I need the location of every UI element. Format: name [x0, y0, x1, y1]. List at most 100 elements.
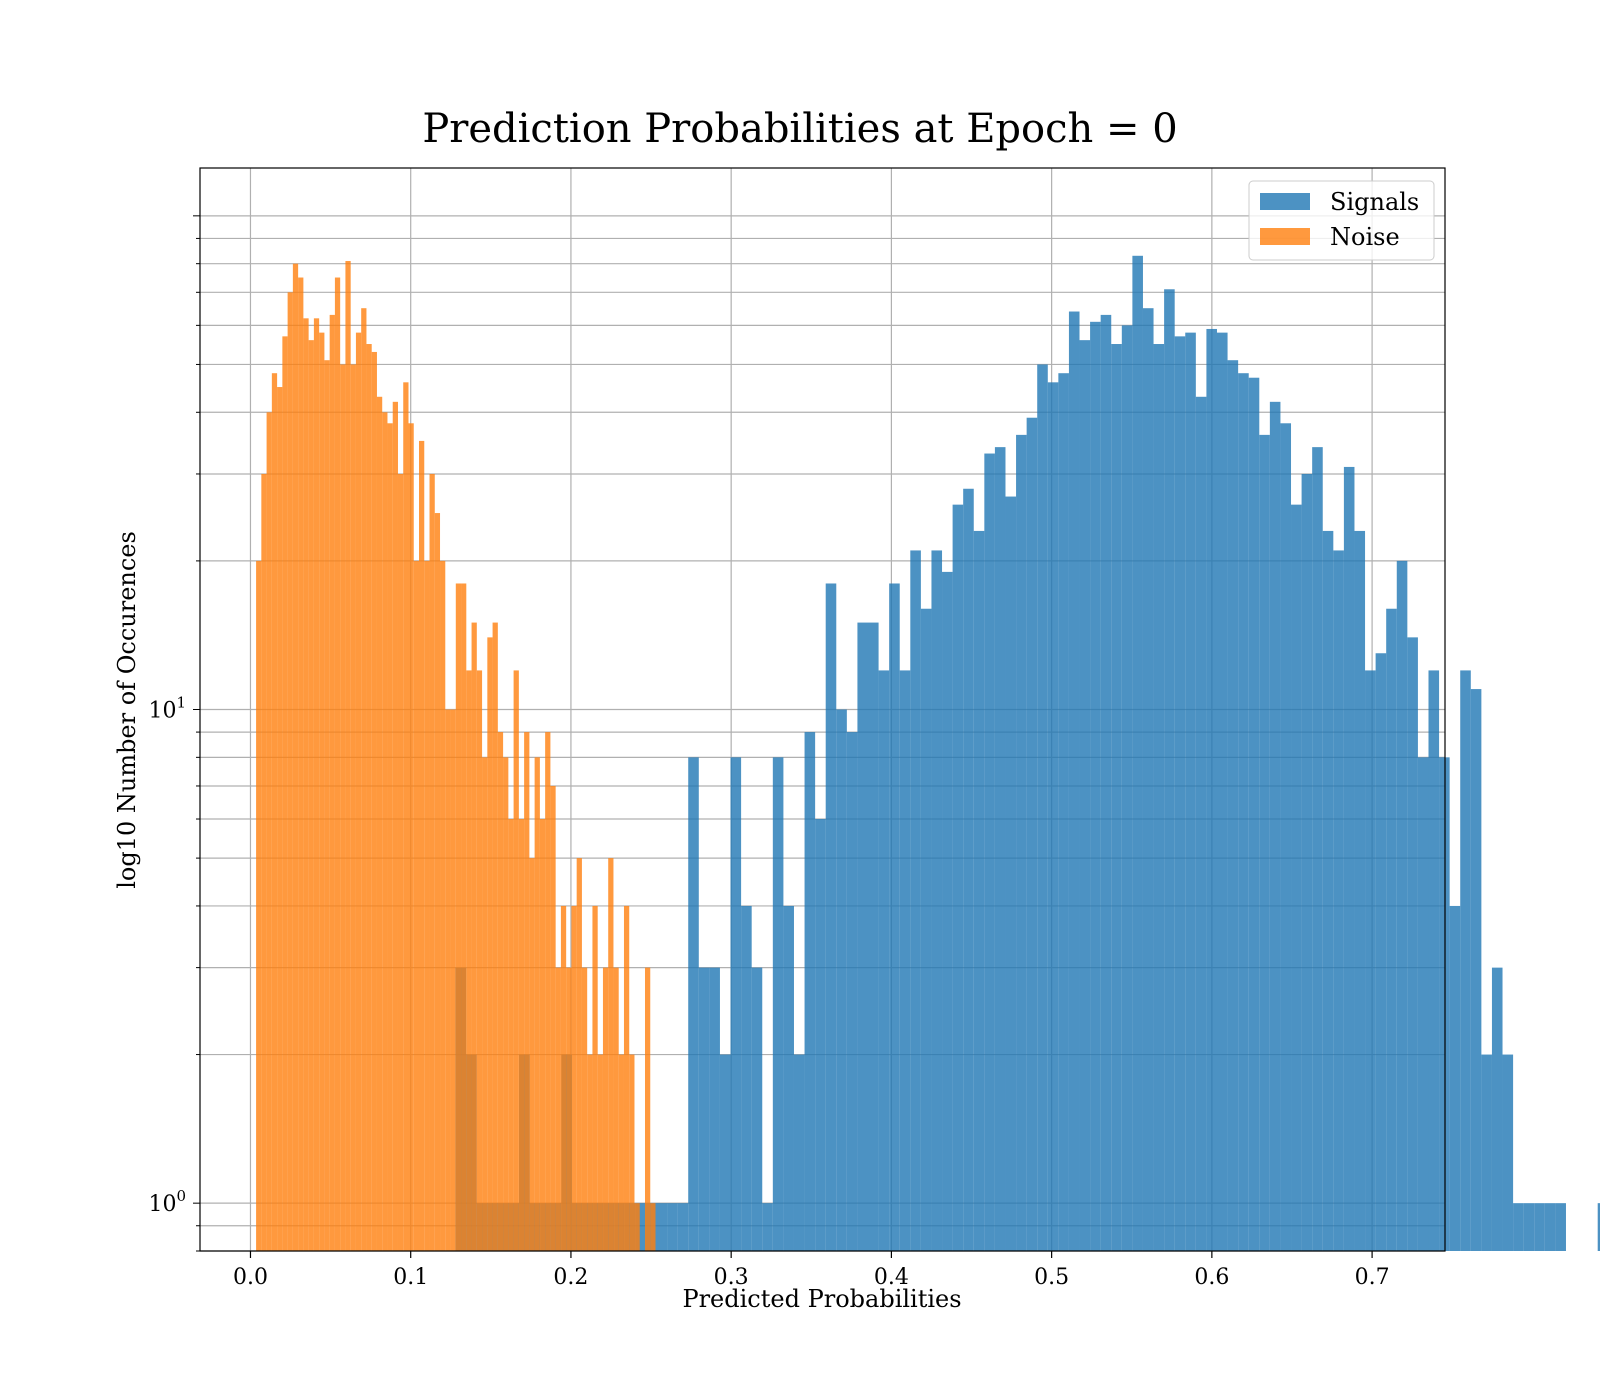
- bar-noise: [650, 1203, 656, 1251]
- bar-signals: [1121, 325, 1133, 1251]
- bar-signals: [963, 488, 974, 1251]
- bar-signals: [878, 670, 890, 1251]
- legend-label-signals: Signals: [1330, 188, 1419, 216]
- bar-signals: [1333, 550, 1344, 1251]
- bar-signals: [815, 819, 826, 1251]
- bar-noise: [277, 387, 283, 1251]
- bar-noise: [387, 423, 393, 1252]
- bar-noise: [508, 819, 514, 1251]
- bar-noise: [529, 858, 535, 1251]
- bar-signals: [1206, 328, 1217, 1251]
- x-axis-label: Predicted Probabilities: [682, 1285, 961, 1313]
- bar-signals: [973, 530, 985, 1251]
- bar-signals: [793, 1054, 805, 1251]
- x-tick-label: 0.3: [714, 1265, 749, 1290]
- bar-signals: [889, 583, 900, 1251]
- bar-signals: [1481, 1054, 1492, 1251]
- bar-noise: [313, 318, 320, 1251]
- bar-noise: [524, 732, 530, 1251]
- bar-noise: [539, 819, 546, 1251]
- bar-signals: [1142, 308, 1154, 1251]
- bar-signals: [1132, 255, 1143, 1252]
- bar-signals: [1449, 905, 1461, 1251]
- bar-noise: [261, 473, 267, 1251]
- bar-noise: [424, 560, 430, 1251]
- bar-signals: [1491, 967, 1503, 1251]
- bar-signals: [804, 732, 816, 1251]
- bar-signals: [1153, 344, 1165, 1252]
- bar-noise: [334, 277, 341, 1252]
- bar-signals: [1555, 1203, 1566, 1251]
- series-signals: [455, 255, 1600, 1252]
- bar-signals: [1238, 373, 1249, 1251]
- bar-noise: [466, 670, 472, 1251]
- legend-label-noise: Noise: [1330, 223, 1400, 251]
- bar-signals: [846, 732, 858, 1251]
- bar-signals: [1544, 1203, 1556, 1251]
- x-tick-label: 0.5: [1034, 1265, 1069, 1290]
- bar-noise: [513, 670, 519, 1251]
- bar-signals: [667, 1203, 678, 1251]
- bar-noise: [581, 967, 588, 1251]
- bar-noise: [408, 423, 414, 1252]
- bar-signals: [1301, 473, 1313, 1251]
- bar-noise: [644, 967, 651, 1251]
- bar-signals: [1005, 496, 1017, 1251]
- bar-signals: [1185, 332, 1196, 1251]
- x-tick-label: 0.0: [233, 1265, 268, 1290]
- bar-noise: [476, 670, 483, 1251]
- bar-signals: [1259, 434, 1270, 1252]
- bar-noise: [298, 277, 304, 1252]
- bar-signals: [899, 670, 911, 1251]
- bar-noise: [329, 314, 335, 1252]
- bar-signals: [1523, 1203, 1535, 1251]
- bar-signals: [1280, 423, 1292, 1252]
- bar-signals: [1470, 689, 1482, 1251]
- bar-signals: [635, 1203, 646, 1251]
- bar-signals: [1164, 289, 1175, 1251]
- legend-swatch-signals: [1260, 193, 1310, 210]
- bar-signals: [825, 583, 837, 1251]
- bar-signals: [984, 453, 995, 1251]
- bar-noise: [350, 364, 356, 1251]
- bar-signals: [910, 550, 921, 1251]
- legend: Signals Noise: [1248, 180, 1435, 261]
- bar-noise: [566, 967, 572, 1251]
- bar-signals: [1216, 332, 1228, 1251]
- bar-noise: [482, 757, 488, 1251]
- bar-noise: [461, 583, 467, 1251]
- x-tick-label: 0.6: [1194, 1265, 1229, 1290]
- bar-signals: [1100, 314, 1112, 1252]
- bar-signals: [688, 757, 699, 1251]
- bar-noise: [303, 318, 309, 1251]
- bar-noise: [282, 336, 288, 1251]
- x-tick-label: 0.1: [393, 1265, 428, 1290]
- bar-signals: [942, 571, 953, 1251]
- bar-noise: [366, 344, 372, 1252]
- bar-signals: [868, 622, 879, 1251]
- bar-signals: [772, 757, 784, 1251]
- x-tick-label: 0.7: [1355, 1265, 1390, 1290]
- bar-noise: [629, 1054, 635, 1251]
- axis-ticks: 0.0 0.1 0.2 0.3 0.4 0.5 0.6 0.7 100 101: [148, 215, 1390, 1290]
- bar-signals: [1026, 417, 1038, 1252]
- bar-noise: [592, 905, 598, 1251]
- bar-signals: [1439, 757, 1450, 1251]
- bar-signals: [1090, 321, 1101, 1251]
- bar-noise: [345, 261, 351, 1251]
- bar-signals: [1079, 340, 1091, 1251]
- bar-noise: [597, 1054, 603, 1251]
- bar-noise: [256, 560, 262, 1251]
- bar-signals: [1386, 608, 1397, 1251]
- bar-signals: [1534, 1203, 1545, 1251]
- bar-signals: [719, 1054, 731, 1251]
- bar-noise: [471, 622, 477, 1251]
- bar-signals: [1460, 670, 1471, 1251]
- bar-noise: [555, 967, 561, 1251]
- x-tick-label: 0.4: [874, 1265, 909, 1290]
- bar-noise: [429, 473, 435, 1251]
- bar-noise: [376, 396, 383, 1251]
- bar-signals: [994, 447, 1006, 1252]
- bar-signals: [751, 967, 763, 1251]
